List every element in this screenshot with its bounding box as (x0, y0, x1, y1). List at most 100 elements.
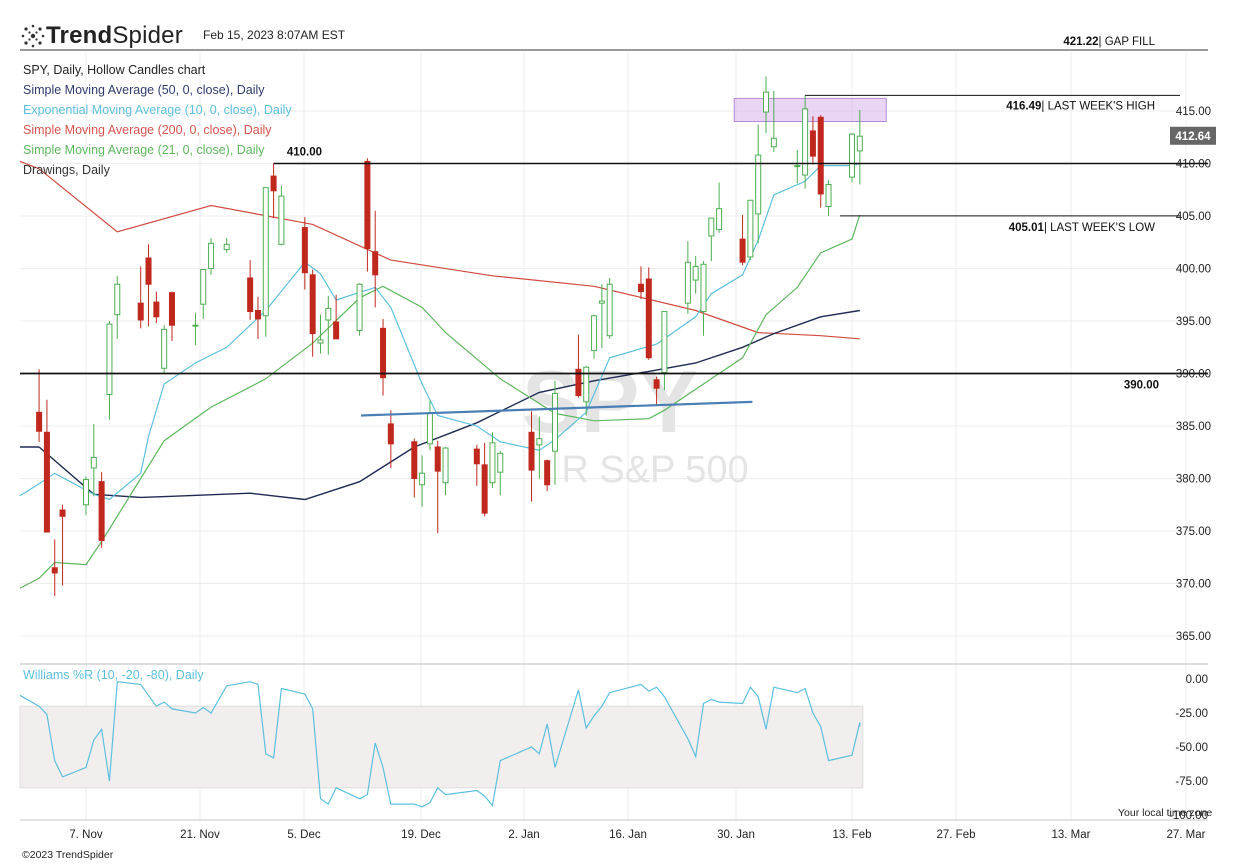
x-tick-label: 5. Dec (287, 829, 320, 841)
candle-body (208, 242, 215, 270)
level-last-week-low-label-value: 405.01 (1009, 222, 1045, 234)
level-last-week-high-label-note: | LAST WEEK'S HIGH (1041, 100, 1155, 112)
candle (739, 214, 746, 266)
legend-drawings[interactable]: Drawings, Daily (23, 163, 110, 177)
legend-sma21[interactable]: Simple Moving Average (21, 0, close), Da… (23, 143, 265, 157)
candle (849, 133, 855, 183)
candle-body (473, 448, 480, 465)
candle (591, 314, 598, 359)
williams-r-label[interactable]: Williams %R (10, -20, -80), Daily (23, 668, 204, 682)
x-tick-label: 30. Jan (717, 829, 755, 841)
candle-body (372, 251, 379, 276)
candle-body (591, 315, 598, 351)
candle (200, 269, 207, 319)
candle-body (114, 283, 121, 316)
trendline (360, 400, 753, 417)
candle (161, 325, 168, 374)
sma21-line (38, 214, 861, 579)
candle-body (692, 265, 699, 281)
x-tick-label: 27. Mar (1167, 829, 1206, 841)
y-tick-label: 375.00 (1176, 526, 1211, 538)
x-tick-label: 13. Mar (1052, 829, 1091, 841)
level-390-label: 390.00 (1124, 380, 1159, 392)
candle (637, 266, 644, 299)
candle (168, 291, 175, 341)
candle-body (83, 479, 89, 506)
candle-body (168, 292, 175, 326)
candle (43, 399, 50, 533)
candle-body (755, 154, 762, 215)
candle (598, 284, 605, 349)
candle-body (419, 472, 426, 486)
candle (309, 269, 316, 357)
legend: SPY, Daily, Hollow Candles chart Simple … (23, 60, 292, 180)
moving-averages (19, 160, 861, 589)
candle-body (606, 283, 613, 337)
williams-band-rect (19, 705, 864, 789)
candle-body (98, 481, 105, 541)
candle (802, 95, 809, 189)
brand-name: TrendSpider (46, 22, 183, 49)
local-time-note[interactable]: Your local time zone (1118, 807, 1213, 819)
candle-body (481, 464, 488, 514)
candle-body (161, 328, 168, 369)
candle (419, 455, 426, 507)
candle-body (153, 301, 160, 318)
legend-sma50[interactable]: Simple Moving Average (50, 0, close), Da… (23, 83, 265, 97)
level-410-label: 410.00 (287, 147, 322, 159)
level-last-week-high-label: 416.49| LAST WEEK'S HIGH (1006, 100, 1155, 112)
level-last-week-low-label-note: | LAST WEEK'S LOW (1044, 222, 1155, 234)
candle-body (254, 310, 261, 320)
level-gap-fill-label-value: 421.22 (1063, 36, 1098, 48)
candle-body (106, 323, 113, 395)
candle-body (544, 460, 551, 486)
x-tick-label: 2. Jan (508, 829, 539, 841)
x-tick-label: 13. Feb (833, 829, 872, 841)
timestamp: Feb 15, 2023 8:07AM EST (203, 28, 346, 42)
y-tick-label: 395.00 (1176, 316, 1211, 328)
candle (434, 440, 441, 534)
candle-body (317, 339, 324, 344)
candle (137, 266, 144, 329)
legend-sma200[interactable]: Simple Moving Average (200, 0, close), D… (23, 123, 272, 137)
candle (794, 149, 801, 184)
candle (301, 217, 308, 290)
candle-body (497, 452, 504, 473)
candle-body (763, 91, 770, 113)
x-tick-label: 27. Feb (937, 829, 976, 841)
candle-body (90, 457, 97, 469)
candle (270, 163, 277, 219)
candle (278, 185, 285, 246)
candle (51, 539, 58, 597)
y-tick-label: 380.00 (1176, 474, 1211, 486)
candle (825, 180, 832, 216)
sma200-lead (19, 160, 40, 170)
candle-body (200, 269, 207, 305)
candle-body (856, 135, 863, 152)
trendspider-logo[interactable]: TrendSpider (20, 20, 183, 52)
level-gap-fill-label-note: | GAP FILL (1099, 36, 1156, 48)
x-tick-label: 7. Nov (69, 829, 102, 841)
y-tick-label: 415.00 (1176, 106, 1211, 118)
candle-body (684, 261, 691, 304)
legend-ema10[interactable]: Exponential Moving Average (10, 0, close… (23, 103, 292, 117)
sma21-lead (19, 577, 40, 589)
candle (544, 459, 551, 492)
candle (481, 442, 488, 517)
candle-body (333, 321, 340, 340)
candle-body (739, 238, 746, 263)
candle-body (536, 438, 543, 446)
x-tick-label: 21. Nov (180, 829, 220, 841)
candle-body (489, 442, 496, 484)
candle-body (434, 446, 441, 472)
candle-body (426, 412, 433, 445)
candle (575, 334, 582, 398)
candle-body (716, 208, 723, 231)
candle (36, 369, 43, 442)
candle (364, 158, 371, 272)
candle (90, 423, 97, 497)
candle-body (380, 327, 387, 379)
level-390-label-value: 390.00 (1124, 380, 1159, 392)
candle-body (51, 567, 58, 574)
williams-r-line (19, 681, 861, 808)
